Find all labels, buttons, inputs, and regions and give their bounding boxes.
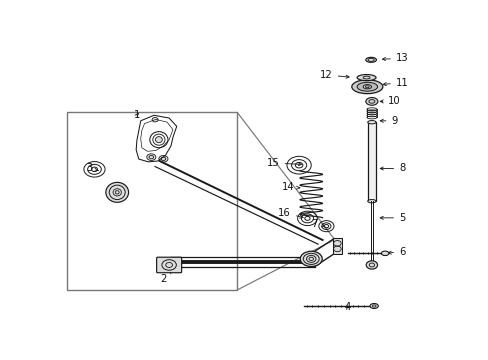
Ellipse shape [165,262,172,267]
Ellipse shape [365,98,377,105]
Text: 2: 2 [160,270,171,284]
Ellipse shape [363,85,371,89]
Ellipse shape [356,82,377,91]
Circle shape [146,154,156,161]
Ellipse shape [113,189,121,196]
Ellipse shape [351,80,382,94]
FancyBboxPatch shape [156,257,181,273]
Bar [367,122,375,201]
Circle shape [152,117,158,122]
Text: 7: 7 [310,219,324,229]
Ellipse shape [367,121,375,124]
Text: 11: 11 [383,77,408,87]
Ellipse shape [306,255,315,262]
Ellipse shape [367,199,375,203]
Ellipse shape [369,303,378,309]
Text: 9: 9 [380,116,397,126]
Text: 14: 14 [281,183,299,192]
Ellipse shape [381,251,388,256]
Text: 10: 10 [380,96,400,107]
Text: 6: 6 [387,247,405,257]
Text: 1: 1 [133,110,140,120]
Ellipse shape [105,183,128,202]
Circle shape [366,261,377,269]
Ellipse shape [155,136,162,143]
Ellipse shape [356,75,375,81]
Text: 8: 8 [380,163,405,174]
Text: 4: 4 [344,302,350,312]
Text: 15: 15 [266,158,301,168]
Ellipse shape [365,57,376,62]
Text: 13: 13 [382,53,407,63]
Circle shape [159,156,168,162]
Text: 3: 3 [86,163,98,174]
Text: 5: 5 [380,213,405,223]
Bar [332,238,341,255]
Ellipse shape [300,251,322,266]
Text: 12: 12 [319,70,348,80]
Text: 16: 16 [278,208,303,218]
Bar [67,112,237,290]
